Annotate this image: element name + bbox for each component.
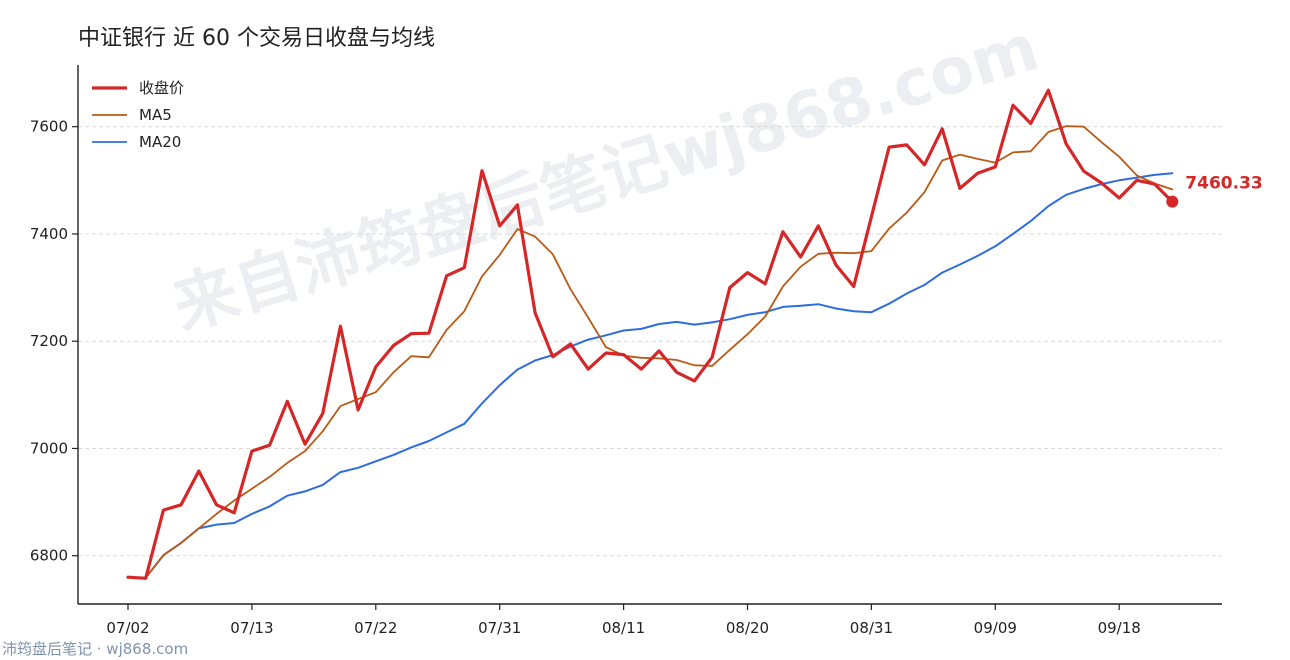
xtick-label-07/31: 07/31 [478,619,521,637]
axes: 6800 7000 7200 7400 7600 07/02 07/13 07/22 07/31… [30,65,1222,637]
series-line-MA20 [127,172,1174,579]
series-line-收盘价 [126,88,1174,580]
legend-label-MA20: MA20 [139,133,181,151]
watermark-text: 来自沛筠盘后笔记wj868.com [165,11,1047,345]
xtick-label-09/18: 09/18 [1098,619,1141,637]
last-close-point [1166,195,1179,208]
legend-label-收盘价: 收盘价 [139,79,184,97]
last-value-label: 7460.33 [1185,174,1262,194]
ytick-label-7400: 7400 [30,225,68,243]
legend-label-MA5: MA5 [139,106,172,124]
ytick-label-7000: 7000 [30,439,68,457]
last-value-annotation: 7460.33 [1166,174,1263,208]
xtick-label-08/31: 08/31 [850,619,893,637]
series-lines [126,88,1174,580]
chart-title: 中证银行 近 60 个交易日收盘与均线 [78,26,435,51]
grid-lines [78,126,1222,557]
ytick-label-7600: 7600 [30,118,68,136]
xtick-label-07/13: 07/13 [230,619,273,637]
xtick-label-08/20: 08/20 [726,619,769,637]
xtick-label-09/09: 09/09 [974,619,1017,637]
xtick-label-07/22: 07/22 [354,619,397,637]
ytick-label-7200: 7200 [30,332,68,350]
legend: 收盘价 MA5 MA20 [92,79,184,151]
ytick-label-6800: 6800 [30,547,68,565]
xtick-label-08/11: 08/11 [602,619,645,637]
footer-source: 沛筠盘后笔记 · wj868.com [2,640,189,658]
xtick-label-07/02: 07/02 [106,619,149,637]
